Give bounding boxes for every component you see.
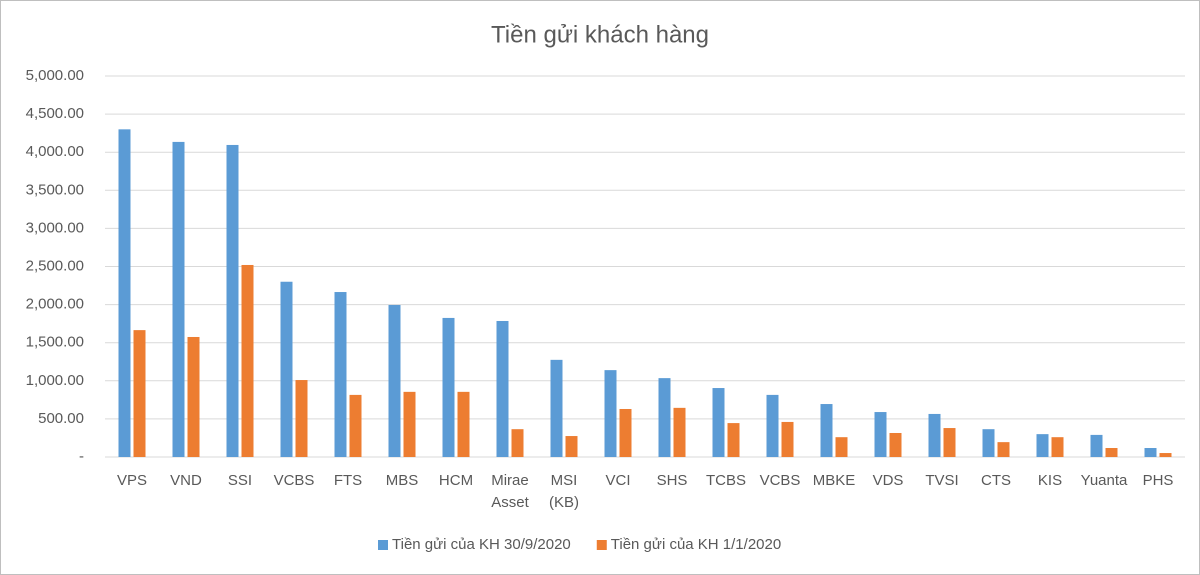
bar — [928, 413, 941, 457]
bar — [226, 144, 239, 457]
bar — [820, 404, 833, 457]
x-tick-label: VCBS — [274, 472, 315, 489]
bar — [982, 429, 995, 457]
legend-label: Tiền gửi của KH 30/9/2020 — [392, 536, 571, 553]
legend-swatch — [378, 540, 388, 550]
x-tick-label: KIS — [1038, 472, 1062, 489]
bar — [1144, 448, 1157, 457]
y-tick-label: - — [79, 448, 84, 465]
x-tick-label: TCBS — [706, 472, 746, 489]
bar — [511, 429, 524, 457]
x-tick-label: VPS — [117, 472, 147, 489]
bar — [133, 330, 146, 457]
bar — [349, 394, 362, 457]
x-tick-label: VCI — [605, 472, 630, 489]
bar — [565, 436, 578, 457]
y-tick-label: 3,500.00 — [26, 181, 84, 198]
x-tick-label: Yuanta — [1081, 472, 1128, 489]
bar — [280, 281, 293, 457]
bar — [997, 442, 1010, 457]
x-tick-label: VDS — [873, 472, 904, 489]
y-tick-label: 2,500.00 — [26, 257, 84, 274]
bar — [874, 412, 887, 457]
bar — [619, 408, 632, 457]
y-tick-label: 1,000.00 — [26, 372, 84, 389]
bar — [658, 378, 671, 457]
x-tick-label: Mirae Asset — [491, 472, 529, 511]
x-tick-label: SSI — [228, 472, 252, 489]
bar — [403, 391, 416, 457]
bar — [241, 264, 254, 457]
bar — [388, 304, 401, 457]
legend-label: Tiền gửi của KH 1/1/2020 — [611, 536, 781, 553]
y-tick-label: 1,500.00 — [26, 334, 84, 351]
bar — [766, 394, 779, 457]
y-tick-label: 500.00 — [38, 410, 84, 427]
x-tick-label: PHS — [1143, 472, 1174, 489]
bar — [1051, 437, 1064, 457]
bar — [673, 407, 686, 457]
x-tick-label: TVSI — [925, 472, 958, 489]
bar — [1090, 434, 1103, 457]
bar — [712, 388, 725, 457]
bar — [334, 292, 347, 457]
bar — [118, 129, 131, 457]
x-tick-label: VND — [170, 472, 202, 489]
x-tick-label: MSI (KB) — [549, 472, 579, 511]
bar — [550, 359, 563, 457]
y-tick-label: 2,000.00 — [26, 296, 84, 313]
bar — [727, 423, 740, 457]
bar — [457, 391, 470, 457]
y-tick-label: 4,500.00 — [26, 105, 84, 122]
bar — [1159, 453, 1172, 457]
bar — [187, 336, 200, 457]
chart-title: Tiền gửi khách hàng — [491, 21, 709, 48]
y-tick-label: 4,000.00 — [26, 143, 84, 160]
x-tick-label: CTS — [981, 472, 1011, 489]
bar — [442, 317, 455, 457]
x-tick-label: MBS — [386, 472, 419, 489]
y-tick-label: 3,000.00 — [26, 219, 84, 236]
x-tick-label: FTS — [334, 472, 362, 489]
x-tick-label: SHS — [657, 472, 688, 489]
bar — [172, 141, 185, 457]
legend-swatch — [596, 540, 607, 550]
bar — [889, 432, 902, 457]
bar — [295, 380, 308, 457]
bar — [496, 320, 509, 457]
y-tick-label: 5,000.00 — [26, 67, 84, 84]
x-tick-label: MBKE — [813, 472, 856, 489]
x-tick-label: VCBS — [760, 472, 801, 489]
bar — [604, 370, 617, 457]
bar — [943, 428, 956, 457]
bar — [1036, 434, 1049, 457]
bar — [781, 421, 794, 457]
bar — [835, 437, 848, 457]
x-tick-label: HCM — [439, 472, 473, 489]
bar — [1105, 448, 1118, 457]
